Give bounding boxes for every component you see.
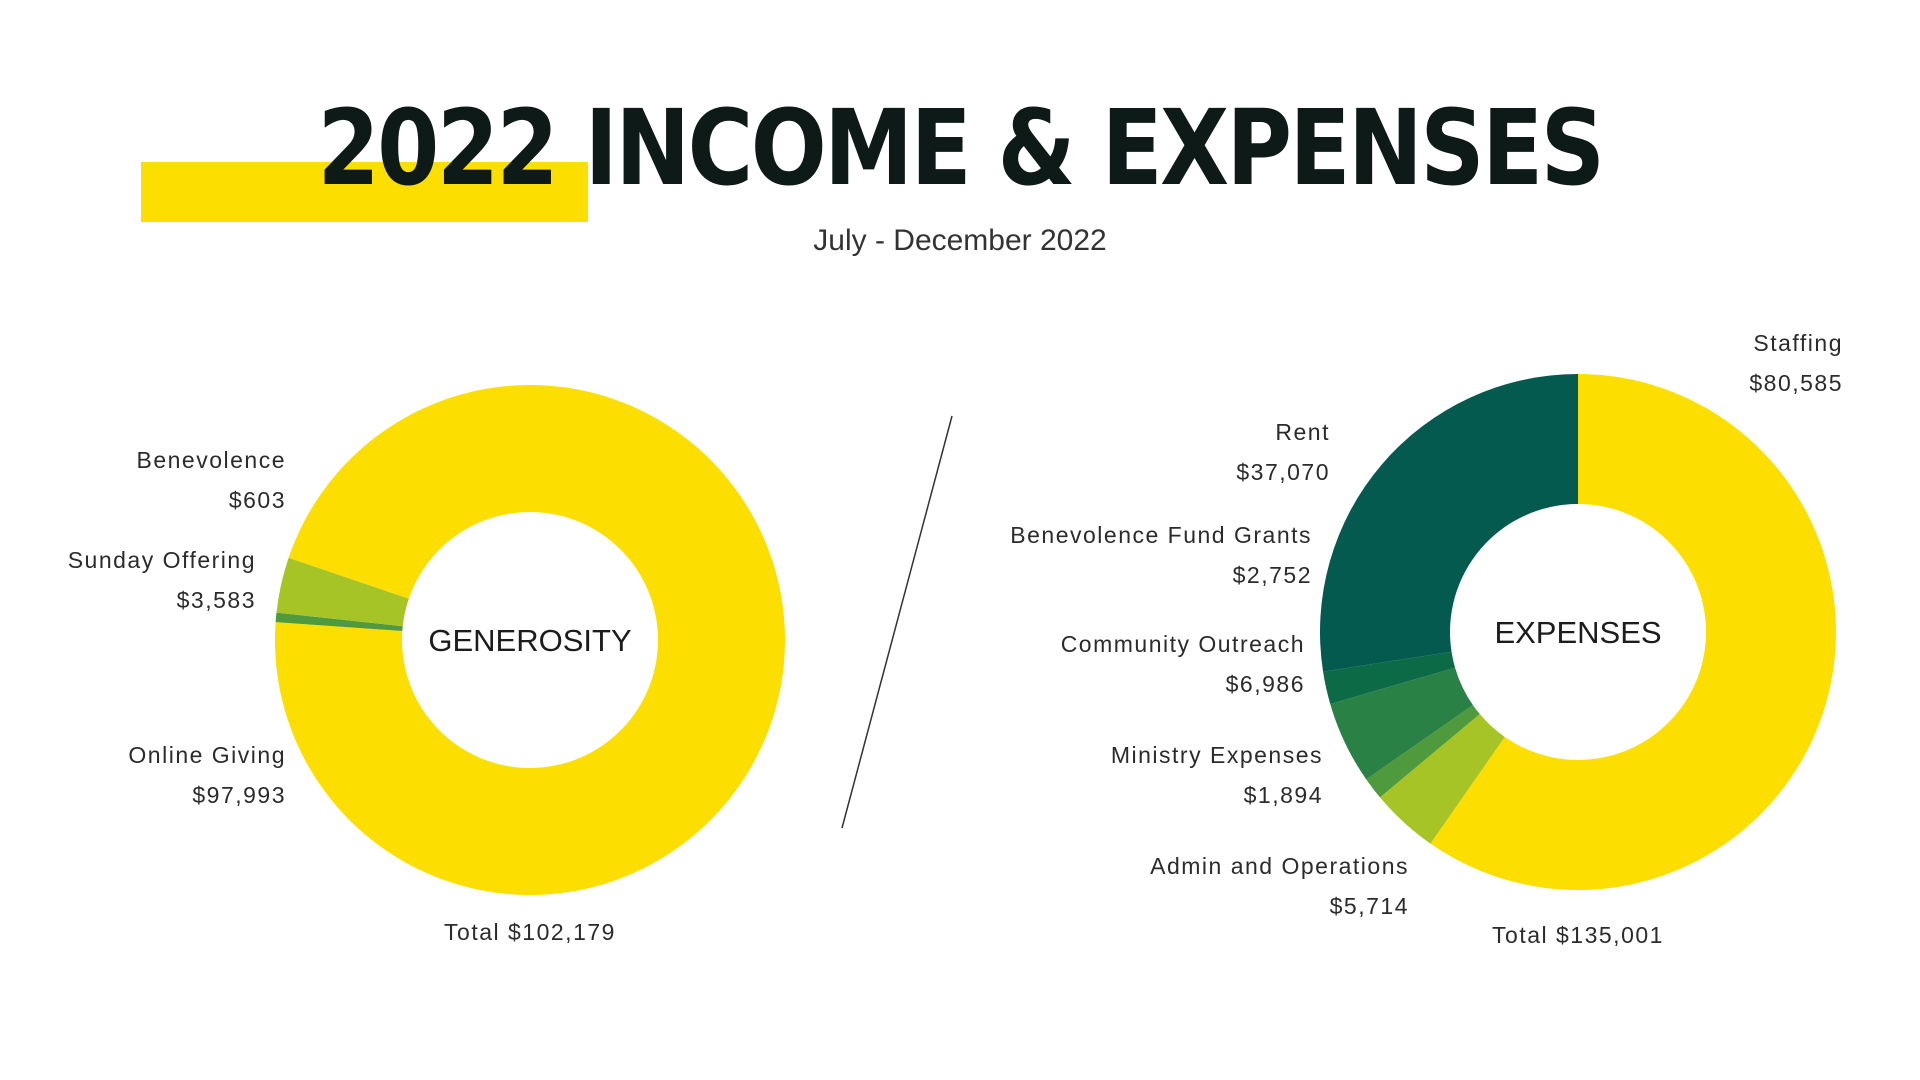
donut-total-label: Total $102,179 — [444, 919, 616, 945]
slice-label-ministry-expenses: Ministry Expenses — [1111, 742, 1323, 768]
page-title: 2022 INCOME & EXPENSES — [317, 87, 1606, 209]
slice-staffing — [1430, 374, 1836, 890]
donut-total-label: Total $135,001 — [1492, 922, 1664, 948]
slice-community-outreach — [1330, 667, 1473, 780]
slice-sunday-offering — [276, 557, 409, 627]
slice-label-staffing: Staffing — [1753, 330, 1843, 356]
slice-label-sunday-offering: Sunday Offering — [68, 547, 256, 573]
slice-value-benevolence: $603 — [229, 487, 286, 513]
slice-benevolence — [275, 612, 403, 631]
title-accent-bar — [141, 162, 588, 222]
slice-label-benevolence-fund-grants: Benevolence Fund Grants — [1010, 522, 1312, 548]
slice-value-staffing: $80,585 — [1749, 370, 1843, 396]
slice-label-online-giving: Online Giving — [128, 742, 286, 768]
slice-online-giving — [275, 384, 786, 895]
slice-label-admin-and-operations: Admin and Operations — [1150, 853, 1409, 879]
slice-value-sunday-offering: $3,583 — [177, 587, 256, 613]
slice-value-rent: $37,070 — [1236, 459, 1330, 485]
slice-value-community-outreach: $6,986 — [1226, 671, 1305, 697]
donut-center-label: EXPENSES — [1494, 615, 1661, 650]
slice-rent — [1319, 374, 1578, 672]
slice-admin-and-operations — [1379, 714, 1505, 844]
slice-ministry-expenses — [1366, 705, 1480, 798]
donut-center-label: GENEROSITY — [428, 623, 631, 658]
slice-value-benevolence-fund-grants: $2,752 — [1233, 562, 1312, 588]
slice-label-community-outreach: Community Outreach — [1061, 631, 1305, 657]
slice-benevolence-fund-grants — [1323, 651, 1456, 704]
slice-label-rent: Rent — [1275, 419, 1330, 445]
slice-label-benevolence: Benevolence — [137, 447, 287, 473]
slice-value-admin-and-operations: $5,714 — [1330, 893, 1409, 919]
slice-value-online-giving: $97,993 — [192, 782, 286, 808]
page-subtitle: July - December 2022 — [813, 224, 1107, 257]
slice-value-ministry-expenses: $1,894 — [1244, 782, 1323, 808]
